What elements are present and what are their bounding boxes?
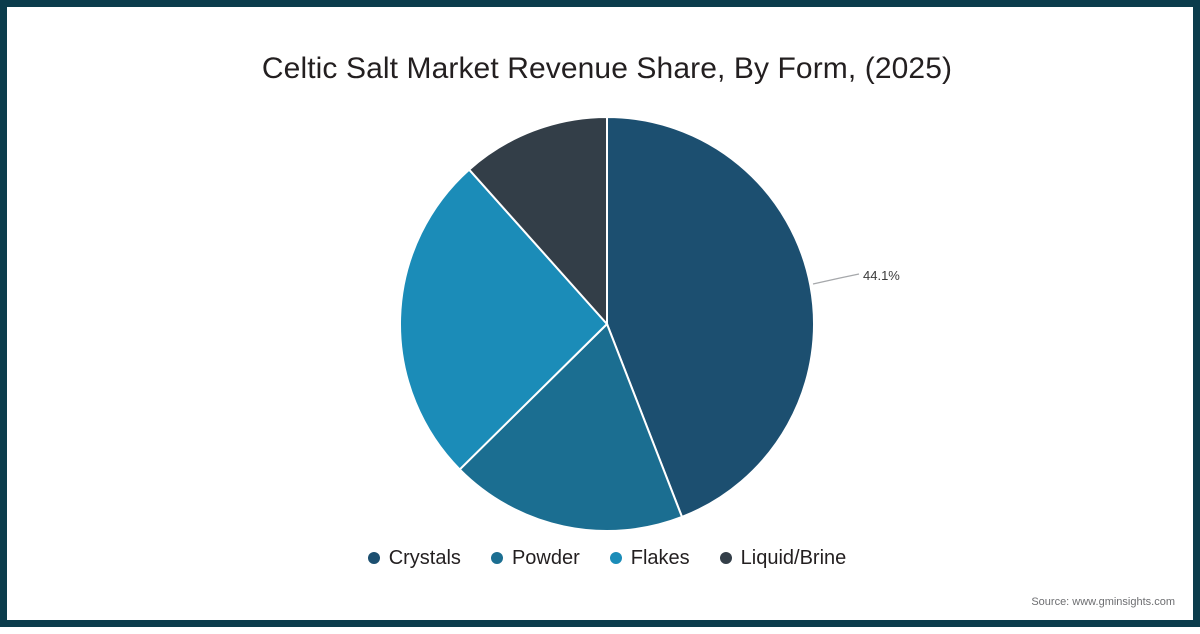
pie-chart bbox=[399, 115, 860, 532]
slice-value-label-crystals: 44.1% bbox=[863, 268, 900, 283]
legend-item-liquid-brine[interactable]: Liquid/Brine bbox=[719, 547, 847, 569]
legend-swatch-icon bbox=[490, 552, 503, 564]
page-title: Celtic Salt Market Revenue Share, By For… bbox=[261, 52, 953, 85]
leader-line-path bbox=[812, 273, 860, 285]
pie-slice-powder[interactable] bbox=[458, 322, 684, 532]
pie-slice-liquid-brine[interactable] bbox=[467, 115, 608, 327]
legend-item-crystals[interactable]: Crystals bbox=[367, 547, 461, 569]
legend-item-label: Powder bbox=[511, 547, 580, 569]
legend-item-label: Crystals bbox=[388, 547, 461, 569]
legend-item-powder[interactable]: Powder bbox=[490, 547, 580, 569]
source-attribution: Source: www.gminsights.com bbox=[1031, 596, 1175, 608]
pie-slice-flakes[interactable] bbox=[399, 168, 609, 471]
legend-item-flakes[interactable]: Flakes bbox=[609, 547, 690, 569]
legend-item-label: Flakes bbox=[630, 547, 690, 569]
legend-item-label: Liquid/Brine bbox=[740, 547, 847, 569]
legend-swatch-icon bbox=[609, 552, 622, 564]
legend-swatch-icon bbox=[719, 552, 732, 564]
chart-legend: Crystals Powder Flakes Liquid/Brine bbox=[7, 548, 1200, 568]
pie-slice-crystals[interactable] bbox=[606, 115, 815, 519]
pie-slices-group bbox=[399, 115, 815, 532]
legend-swatch-icon bbox=[367, 552, 380, 564]
callout-leader-line bbox=[812, 273, 860, 285]
